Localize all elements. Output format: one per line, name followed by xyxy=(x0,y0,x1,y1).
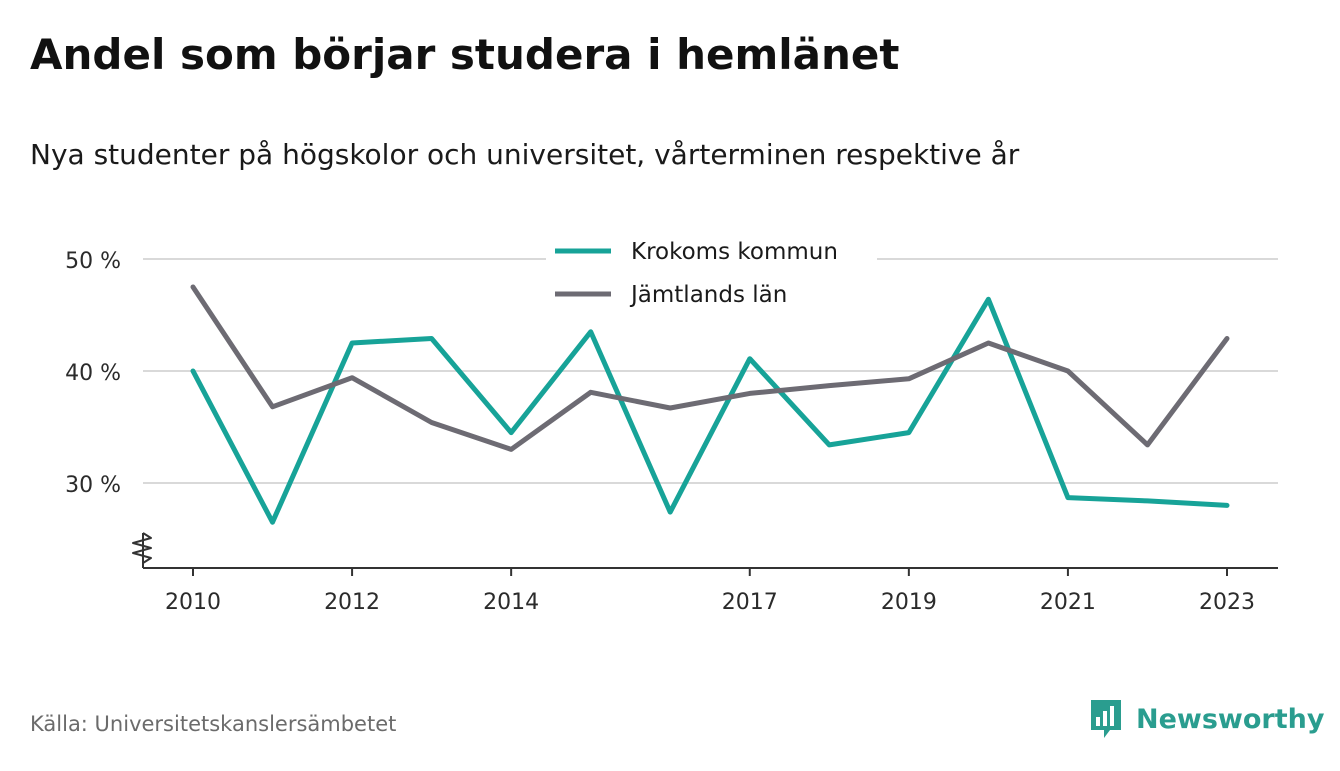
brand-name: Newsworthy xyxy=(1136,703,1325,735)
legend-label: Jämtlands län xyxy=(629,282,787,308)
x-tick-label: 2010 xyxy=(165,590,221,615)
x-tick-label: 2023 xyxy=(1199,590,1255,615)
brand-logo[interactable]: Newsworthy xyxy=(1088,697,1324,741)
newsworthy-logo-icon xyxy=(1091,700,1121,738)
y-tick-label: 40 % xyxy=(65,361,121,386)
y-tick-label: 50 % xyxy=(65,249,121,274)
source-note: Källa: Universitetskanslersämbetet xyxy=(30,712,397,736)
y-tick-label: 30 % xyxy=(65,473,121,498)
x-tick-label: 2017 xyxy=(722,590,778,615)
series-line-jamtlands-lan xyxy=(190,284,1230,452)
series-layer xyxy=(190,284,1230,525)
page-title: Andel som börjar studera i hemlänet xyxy=(30,30,900,79)
legend-background xyxy=(546,232,877,324)
x-tick-label: 2021 xyxy=(1040,590,1096,615)
legend: Krokoms kommun Jämtlands län xyxy=(546,232,877,324)
axis-break-icon xyxy=(132,532,152,564)
axis-layer: 30 % 40 % 50 % 2010 2012 2014 2017 2019 2021 2023 xyxy=(65,249,1278,615)
page-subtitle: Nya studenter på högskolor och universit… xyxy=(30,138,1020,171)
series-line-krokoms-kommun xyxy=(190,296,1230,525)
x-tick-label: 2014 xyxy=(483,590,539,615)
x-tick-label: 2019 xyxy=(881,590,937,615)
legend-label: Krokoms kommun xyxy=(631,239,838,265)
x-tick-label: 2012 xyxy=(324,590,380,615)
